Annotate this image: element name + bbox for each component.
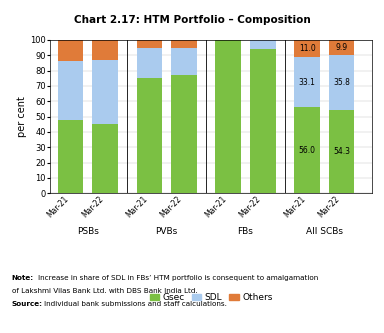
Bar bbox=[92, 40, 118, 60]
Bar bbox=[329, 55, 354, 110]
Bar bbox=[171, 75, 197, 193]
Text: Chart 2.17: HTM Portfolio – Composition: Chart 2.17: HTM Portfolio – Composition bbox=[74, 15, 310, 25]
Bar bbox=[92, 124, 118, 193]
Text: PSBs: PSBs bbox=[77, 227, 99, 236]
Bar bbox=[171, 40, 197, 48]
Text: Increase in share of SDL in FBs’ HTM portfolio is consequent to amalgamation: Increase in share of SDL in FBs’ HTM por… bbox=[38, 275, 319, 281]
Text: FBs: FBs bbox=[238, 227, 253, 236]
Text: 56.0: 56.0 bbox=[299, 146, 316, 155]
Bar bbox=[58, 120, 83, 193]
Text: Note:: Note: bbox=[12, 275, 34, 281]
Legend: Gsec, SDL, Others: Gsec, SDL, Others bbox=[146, 290, 276, 306]
Bar bbox=[58, 40, 83, 61]
Bar bbox=[137, 48, 162, 78]
Bar bbox=[137, 40, 162, 48]
Text: 54.3: 54.3 bbox=[333, 147, 350, 156]
Bar bbox=[92, 60, 118, 124]
Text: All SCBs: All SCBs bbox=[306, 227, 343, 236]
Bar bbox=[295, 107, 320, 193]
Bar bbox=[329, 110, 354, 193]
Bar bbox=[137, 78, 162, 193]
Text: 11.0: 11.0 bbox=[299, 44, 316, 53]
Bar bbox=[250, 49, 276, 193]
Text: Source:: Source: bbox=[12, 301, 43, 307]
Bar bbox=[295, 40, 320, 57]
Y-axis label: per cent: per cent bbox=[17, 96, 27, 137]
Text: 33.1: 33.1 bbox=[299, 78, 316, 87]
Text: 35.8: 35.8 bbox=[333, 78, 350, 87]
Bar bbox=[250, 40, 276, 49]
Bar bbox=[329, 40, 354, 55]
Text: of Lakshmi Vilas Bank Ltd. with DBS Bank India Ltd.: of Lakshmi Vilas Bank Ltd. with DBS Bank… bbox=[12, 288, 197, 294]
Text: Individual bank submissions and staff calculations.: Individual bank submissions and staff ca… bbox=[44, 301, 227, 307]
Bar bbox=[295, 57, 320, 107]
Text: 9.9: 9.9 bbox=[336, 43, 348, 52]
Bar bbox=[215, 40, 241, 193]
Bar bbox=[171, 48, 197, 75]
Bar bbox=[58, 61, 83, 120]
Text: PVBs: PVBs bbox=[156, 227, 178, 236]
